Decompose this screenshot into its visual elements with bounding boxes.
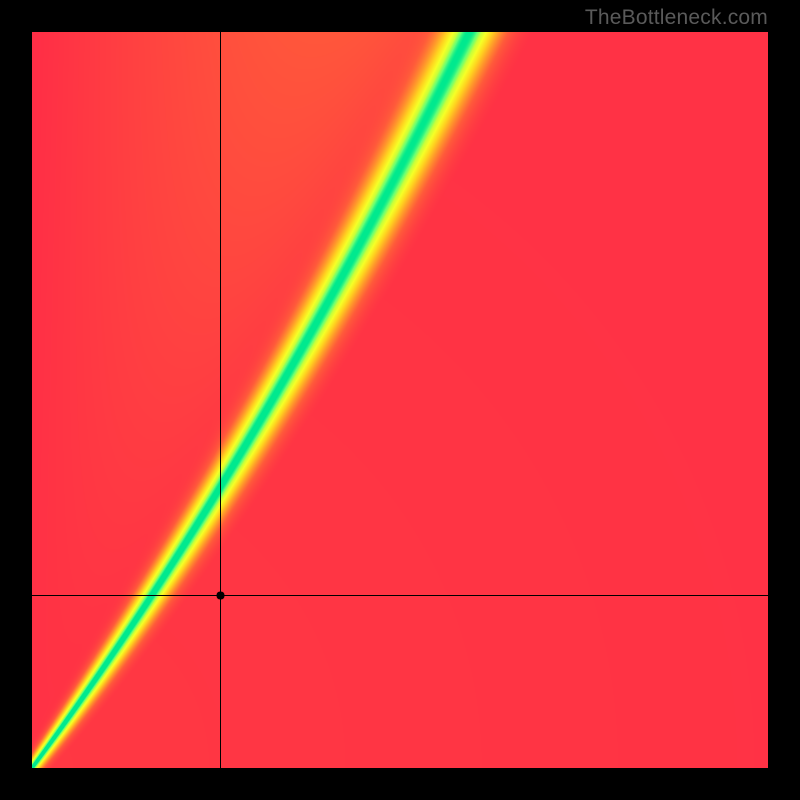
- chart-container: TheBottleneck.com: [0, 0, 800, 800]
- bottleneck-heatmap: [32, 32, 768, 768]
- watermark-text: TheBottleneck.com: [585, 6, 768, 30]
